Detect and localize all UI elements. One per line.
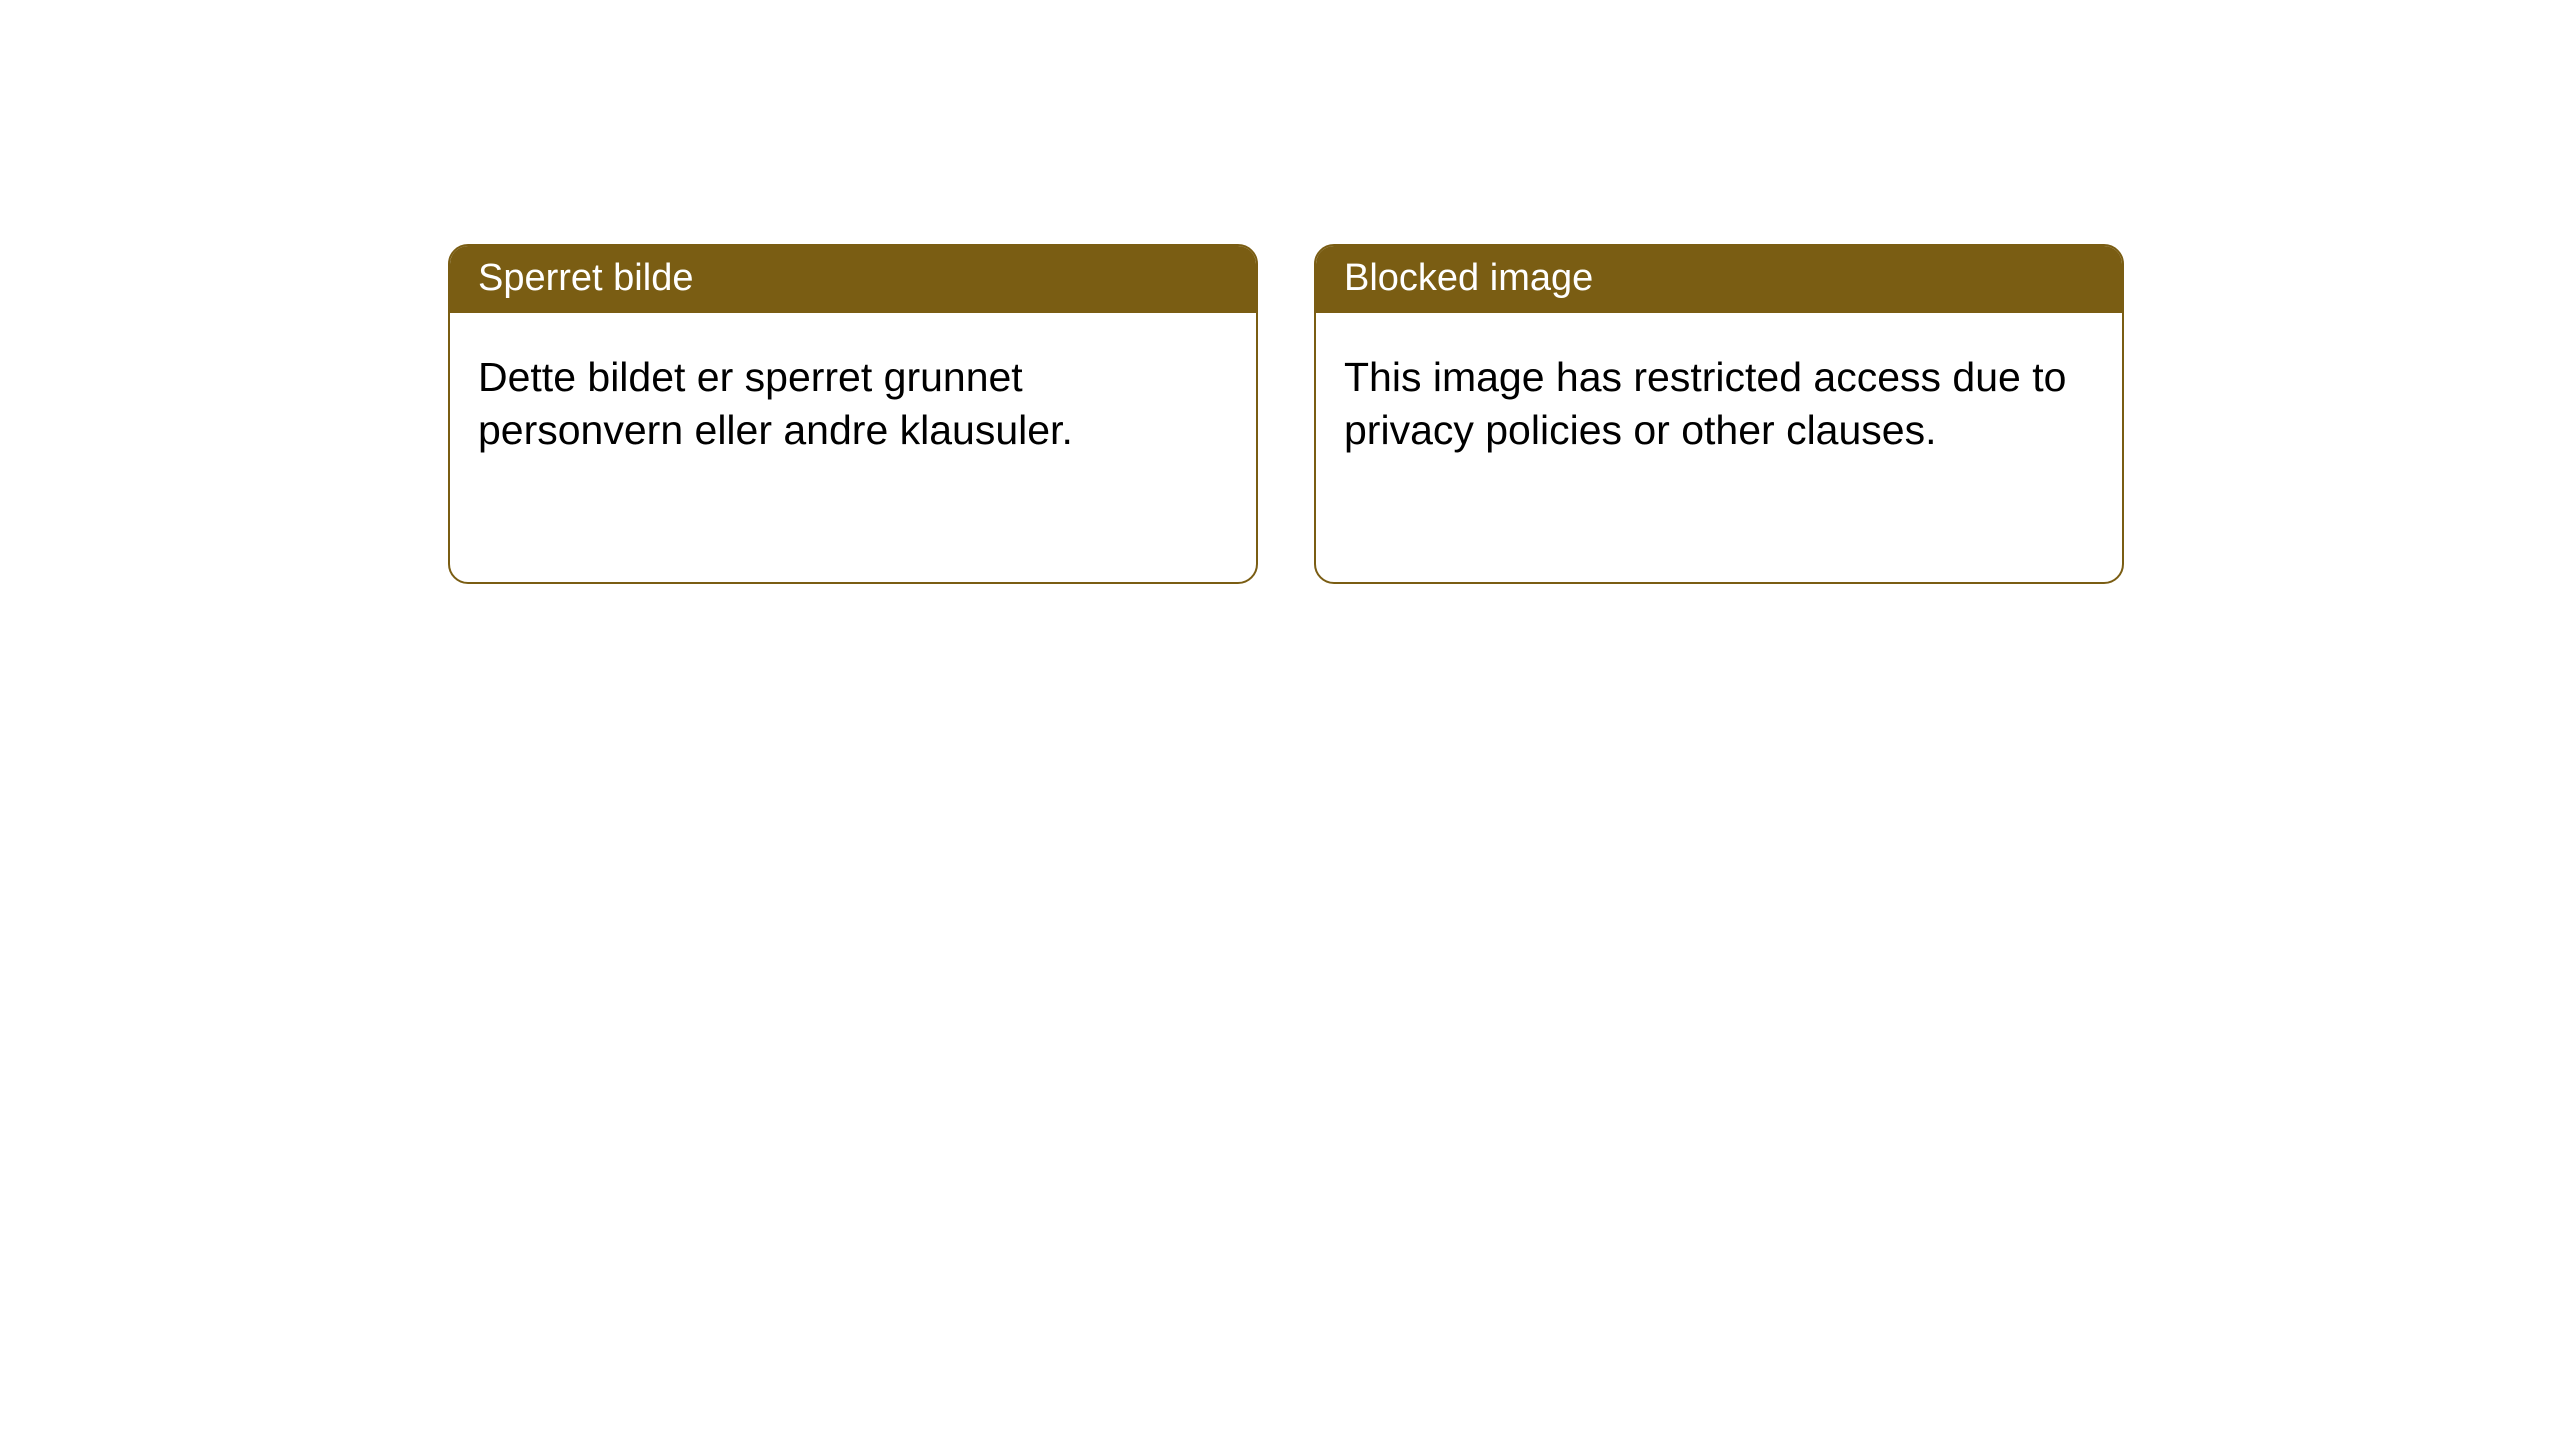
- notice-card-text: This image has restricted access due to …: [1344, 354, 2066, 452]
- notice-card-title: Sperret bilde: [478, 257, 693, 299]
- notice-card-body: This image has restricted access due to …: [1316, 313, 2122, 484]
- notice-card-body: Dette bildet er sperret grunnet personve…: [450, 313, 1256, 484]
- notice-card-norwegian: Sperret bilde Dette bildet er sperret gr…: [448, 244, 1258, 584]
- notice-card-title: Blocked image: [1344, 257, 1593, 299]
- notice-card-header: Sperret bilde: [450, 246, 1256, 313]
- notice-container: Sperret bilde Dette bildet er sperret gr…: [448, 244, 2124, 584]
- notice-card-english: Blocked image This image has restricted …: [1314, 244, 2124, 584]
- notice-card-header: Blocked image: [1316, 246, 2122, 313]
- notice-card-text: Dette bildet er sperret grunnet personve…: [478, 354, 1073, 452]
